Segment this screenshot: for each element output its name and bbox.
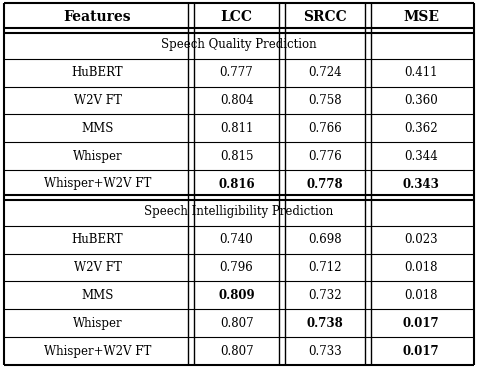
Text: 0.018: 0.018: [404, 289, 438, 302]
Text: HuBERT: HuBERT: [72, 66, 123, 79]
Text: 0.815: 0.815: [220, 150, 253, 163]
Text: 0.017: 0.017: [403, 317, 439, 330]
Text: W2V FT: W2V FT: [74, 261, 121, 274]
Text: Whisper+W2V FT: Whisper+W2V FT: [44, 177, 151, 191]
Text: 0.344: 0.344: [404, 150, 438, 163]
Text: 0.724: 0.724: [308, 66, 342, 79]
Text: W2V FT: W2V FT: [74, 94, 121, 107]
Text: Features: Features: [64, 10, 131, 24]
Text: 0.733: 0.733: [308, 344, 342, 358]
Text: MMS: MMS: [81, 289, 114, 302]
Text: 0.776: 0.776: [308, 150, 342, 163]
Text: 0.411: 0.411: [404, 66, 438, 79]
Text: Speech Intelligibility Prediction: Speech Intelligibility Prediction: [144, 205, 334, 218]
Text: Speech Quality Prediction: Speech Quality Prediction: [161, 38, 317, 51]
Text: SRCC: SRCC: [303, 10, 347, 24]
Text: 0.362: 0.362: [404, 122, 438, 135]
Text: 0.738: 0.738: [307, 317, 343, 330]
Text: 0.758: 0.758: [308, 94, 342, 107]
Text: 0.712: 0.712: [308, 261, 342, 274]
Text: 0.807: 0.807: [220, 317, 253, 330]
Text: Whisper: Whisper: [73, 150, 122, 163]
Text: 0.343: 0.343: [402, 177, 440, 191]
Text: 0.740: 0.740: [220, 233, 253, 246]
Text: 0.811: 0.811: [220, 122, 253, 135]
Text: MMS: MMS: [81, 122, 114, 135]
Text: Whisper+W2V FT: Whisper+W2V FT: [44, 344, 151, 358]
Text: Whisper: Whisper: [73, 317, 122, 330]
Text: 0.809: 0.809: [218, 289, 255, 302]
Text: 0.360: 0.360: [404, 94, 438, 107]
Text: 0.778: 0.778: [307, 177, 343, 191]
Text: 0.804: 0.804: [220, 94, 253, 107]
Text: 0.018: 0.018: [404, 261, 438, 274]
Text: 0.816: 0.816: [218, 177, 255, 191]
Text: 0.023: 0.023: [404, 233, 438, 246]
Text: MSE: MSE: [403, 10, 439, 24]
Text: 0.777: 0.777: [220, 66, 253, 79]
Text: LCC: LCC: [221, 10, 252, 24]
Text: 0.807: 0.807: [220, 344, 253, 358]
Text: 0.698: 0.698: [308, 233, 342, 246]
Text: 0.732: 0.732: [308, 289, 342, 302]
Text: 0.017: 0.017: [403, 344, 439, 358]
Text: 0.766: 0.766: [308, 122, 342, 135]
Text: HuBERT: HuBERT: [72, 233, 123, 246]
Text: 0.796: 0.796: [220, 261, 253, 274]
